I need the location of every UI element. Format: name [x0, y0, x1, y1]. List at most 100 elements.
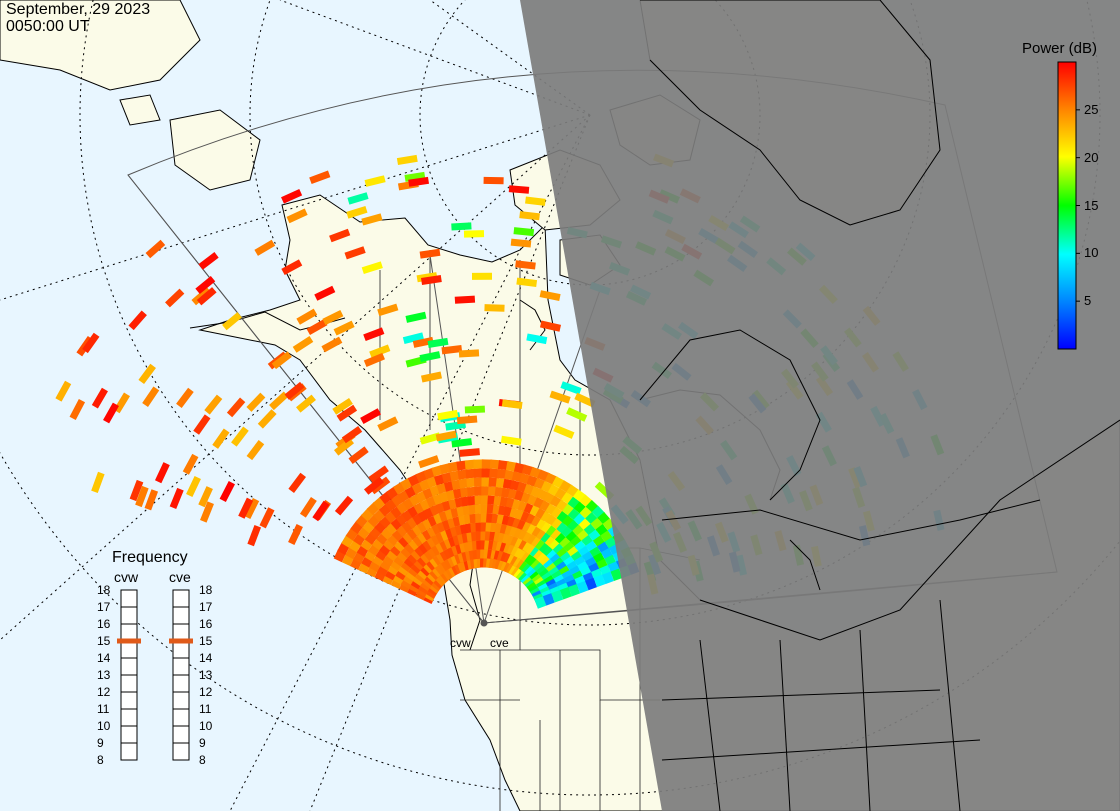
- backscatter-cell: [182, 453, 199, 475]
- backscatter-cell: [473, 468, 484, 478]
- backscatter-cell: [501, 399, 523, 409]
- backscatter-cell: [219, 481, 235, 502]
- frequency-tick-left: 8: [97, 753, 104, 767]
- backscatter-cell: [91, 387, 108, 409]
- backscatter-cell: [186, 475, 201, 498]
- backscatter-cell: [191, 286, 212, 306]
- backscatter-cell: [204, 394, 223, 415]
- backscatter-cell: [363, 327, 385, 342]
- frequency-marker-cve: [169, 638, 193, 644]
- frequency-tick-right: 18: [199, 583, 213, 597]
- backscatter-cell: [212, 428, 230, 449]
- backscatter-cell: [568, 583, 581, 597]
- site-label-cvw: cvw: [450, 636, 471, 650]
- colorbar-title: Power (dB): [1022, 40, 1098, 57]
- frequency-tick-right: 16: [199, 617, 213, 631]
- backscatter-cell: [551, 590, 564, 603]
- time-label: 0050:00 UT: [6, 18, 90, 35]
- backscatter-cell: [333, 320, 355, 336]
- backscatter-cell: [222, 312, 242, 331]
- backscatter-cell: [451, 222, 472, 231]
- backscatter-cell: [281, 259, 303, 276]
- frequency-tick-left: 18: [97, 583, 111, 597]
- backscatter-cell: [238, 497, 254, 519]
- backscatter-cell: [576, 580, 589, 594]
- backscatter-cell: [515, 260, 536, 270]
- backscatter-cell: [165, 288, 185, 308]
- backscatter-cell: [464, 405, 486, 414]
- backscatter-cell: [296, 394, 316, 413]
- backscatter-cell: [286, 208, 308, 224]
- backscatter-cell: [314, 285, 336, 301]
- backscatter-cell: [447, 461, 460, 473]
- backscatter-cell: [281, 188, 303, 204]
- frequency-tick-right: 9: [199, 736, 206, 750]
- frequency-tick-left: 9: [97, 736, 104, 750]
- backscatter-cell: [341, 425, 363, 444]
- backscatter-cell: [334, 495, 354, 516]
- backscatter-cell: [526, 333, 548, 345]
- frequency-tick-right: 12: [199, 685, 213, 699]
- backscatter-cell: [441, 345, 463, 355]
- backscatter-cell: [368, 465, 389, 483]
- backscatter-cell: [593, 574, 606, 588]
- backscatter-cell: [456, 415, 478, 425]
- backscatter-cell: [508, 185, 530, 194]
- backscatter-cell: [309, 170, 331, 185]
- backscatter-cell: [332, 398, 353, 415]
- backscatter-cell: [363, 352, 385, 367]
- backscatter-cell: [513, 227, 535, 237]
- backscatter-cell: [364, 175, 386, 187]
- frequency-marker-cvw: [117, 638, 141, 644]
- backscatter-cell: [500, 435, 522, 446]
- backscatter-cell: [196, 287, 217, 306]
- backscatter-cell: [312, 500, 330, 522]
- backscatter-cell: [451, 438, 473, 448]
- backscatter-cell: [348, 446, 369, 464]
- backscatter-cell: [481, 459, 492, 469]
- radar-site-marker: [480, 619, 488, 627]
- backscatter-cell: [144, 489, 159, 511]
- backscatter-cell: [483, 176, 504, 185]
- frequency-tick-left: 10: [97, 719, 111, 733]
- backscatter-cell: [437, 409, 459, 421]
- backscatter-cell: [226, 397, 246, 418]
- colorbar-tick-label: 20: [1084, 149, 1099, 165]
- backscatter-cell: [142, 386, 160, 407]
- backscatter-cell: [128, 310, 147, 331]
- night-terminator: [520, 0, 1120, 811]
- backscatter-cell: [435, 430, 457, 442]
- backscatter-cell: [254, 239, 276, 256]
- backscatter-cell: [418, 455, 440, 469]
- backscatter-cell: [419, 432, 441, 445]
- frequency-tick-left: 17: [97, 600, 111, 614]
- backscatter-cell: [55, 380, 72, 402]
- backscatter-cell: [82, 332, 100, 354]
- backscatter-cell: [195, 275, 216, 295]
- backscatter-cell: [244, 497, 260, 520]
- frequency-tick-right: 15: [199, 634, 213, 648]
- backscatter-cell: [481, 468, 492, 478]
- backscatter-cell: [333, 437, 355, 456]
- backscatter-cell: [497, 460, 509, 471]
- backscatter-cell: [269, 391, 289, 411]
- radar-label-cve: cve: [169, 569, 191, 585]
- backscatter-cell: [420, 371, 443, 383]
- backscatter-cell: [306, 319, 328, 335]
- radar-label-cvw: cvw: [114, 569, 139, 585]
- backscatter-cell: [454, 295, 476, 304]
- frequency-title: Frequency: [112, 549, 188, 566]
- backscatter-cell: [231, 426, 249, 447]
- backscatter-cell: [198, 252, 219, 270]
- backscatter-cell: [458, 349, 480, 358]
- backscatter-cell: [91, 471, 105, 493]
- backscatter-cell: [602, 571, 614, 585]
- backscatter-cell: [361, 261, 383, 275]
- power-colorbar: [1057, 61, 1077, 350]
- backscatter-cell: [463, 230, 485, 238]
- backscatter-cell: [176, 387, 194, 408]
- backscatter-cell: [346, 205, 368, 219]
- backscatter-cell: [464, 459, 476, 470]
- backscatter-cell: [559, 586, 572, 600]
